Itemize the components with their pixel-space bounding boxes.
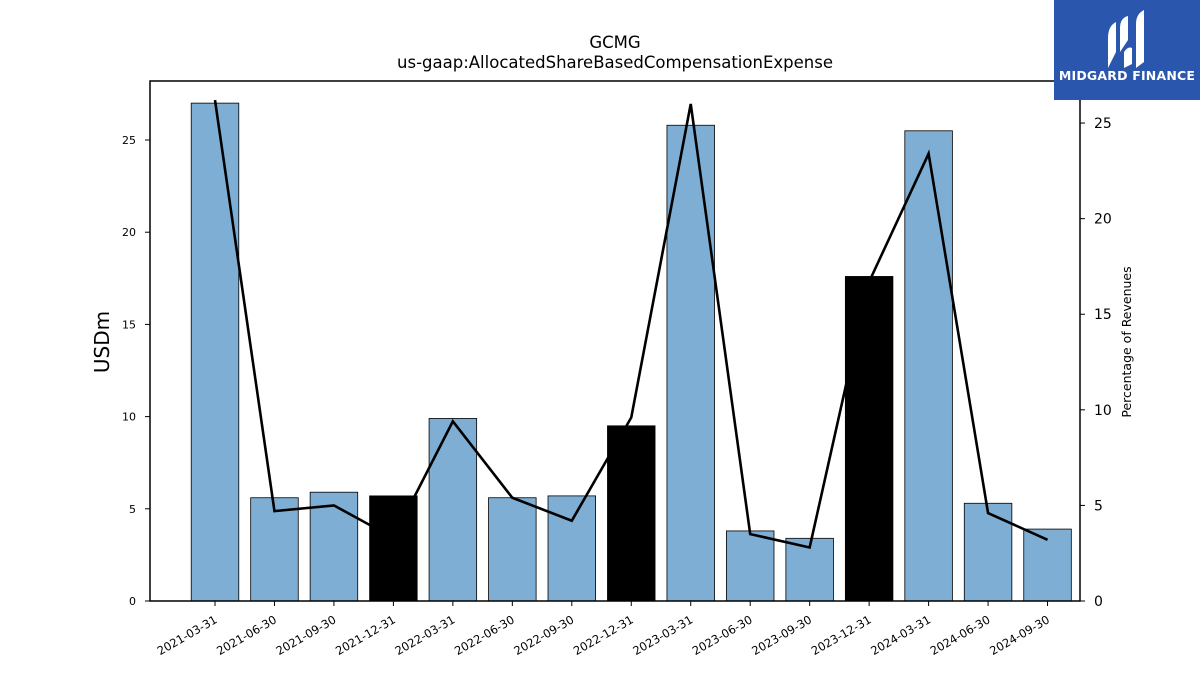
y2-tick-label: 0: [1094, 594, 1103, 610]
y2-tick-label: 10: [1094, 403, 1112, 419]
y-axis-right: 0 5 10 15 20 25: [1080, 116, 1112, 610]
x-tick-label: 2022-09-30: [511, 612, 576, 658]
chart-title: GCMG: [589, 33, 640, 52]
logo-mark-icon: [1108, 10, 1144, 68]
x-tick-label: 2023-12-31: [809, 612, 874, 658]
y2-tick-label: 20: [1094, 212, 1112, 228]
bar-2023-06-30: [726, 530, 775, 602]
line-series: [213, 99, 1049, 550]
midgard-finance-logo: MIDGARD FINANCE: [1054, 0, 1200, 100]
y-axis-left: 0 5 10 15 20 25: [122, 134, 150, 608]
bar-2023-12-31: [844, 276, 894, 602]
y-tick-label: 25: [122, 134, 136, 147]
x-tick-label: 2022-12-31: [571, 612, 636, 658]
x-tick-label: 2022-06-30: [452, 612, 517, 658]
x-axis: 2021-03-312021-06-302021-09-302021-12-31…: [155, 601, 1052, 658]
x-tick-label: 2021-06-30: [214, 612, 279, 658]
x-tick-label: 2024-03-31: [868, 612, 933, 658]
bar-2022-09-30: [547, 495, 596, 602]
bar-2024-09-30: [1023, 528, 1072, 602]
bar-2021-12-31: [369, 495, 418, 602]
bar-series: [190, 102, 1072, 602]
y-tick-label: 5: [129, 503, 136, 516]
x-tick-label: 2023-03-31: [630, 612, 695, 658]
y2-tick-label: 15: [1094, 307, 1112, 323]
bar-2022-06-30: [488, 497, 537, 602]
y-tick-label: 20: [122, 226, 136, 239]
y2-tick-label: 25: [1094, 116, 1112, 132]
x-tick-label: 2021-03-31: [155, 612, 220, 658]
plot-frame: [149, 80, 1081, 602]
bar-2024-03-31: [904, 130, 953, 602]
x-tick-label: 2024-09-30: [987, 612, 1052, 658]
y-axis-label: USDm: [90, 311, 114, 373]
x-tick-label: 2024-06-30: [928, 612, 993, 658]
x-tick-label: 2021-12-31: [333, 612, 398, 658]
bar-2022-03-31: [428, 418, 478, 602]
y2-tick-label: 5: [1094, 498, 1103, 514]
bar-2024-06-30: [963, 502, 1013, 602]
x-tick-label: 2021-09-30: [274, 612, 339, 658]
y2-axis-label: Percentage of Revenues: [1119, 266, 1134, 417]
bar-2022-12-31: [607, 425, 656, 602]
bar-2021-03-31: [190, 102, 240, 602]
bar-2021-09-30: [309, 491, 359, 602]
y-tick-label: 15: [122, 318, 136, 331]
bar-2023-03-31: [666, 124, 715, 602]
y-tick-label: 10: [122, 411, 136, 424]
x-tick-label: 2022-03-31: [392, 612, 457, 658]
x-tick-label: 2023-06-30: [690, 612, 755, 658]
y-tick-label: 0: [129, 595, 136, 608]
bar-2021-06-30: [250, 497, 299, 602]
logo-text: MIDGARD FINANCE: [1058, 68, 1196, 83]
chart-subtitle: us-gaap:AllocatedShareBasedCompensationE…: [397, 53, 833, 72]
x-tick-label: 2023-09-30: [749, 612, 814, 658]
